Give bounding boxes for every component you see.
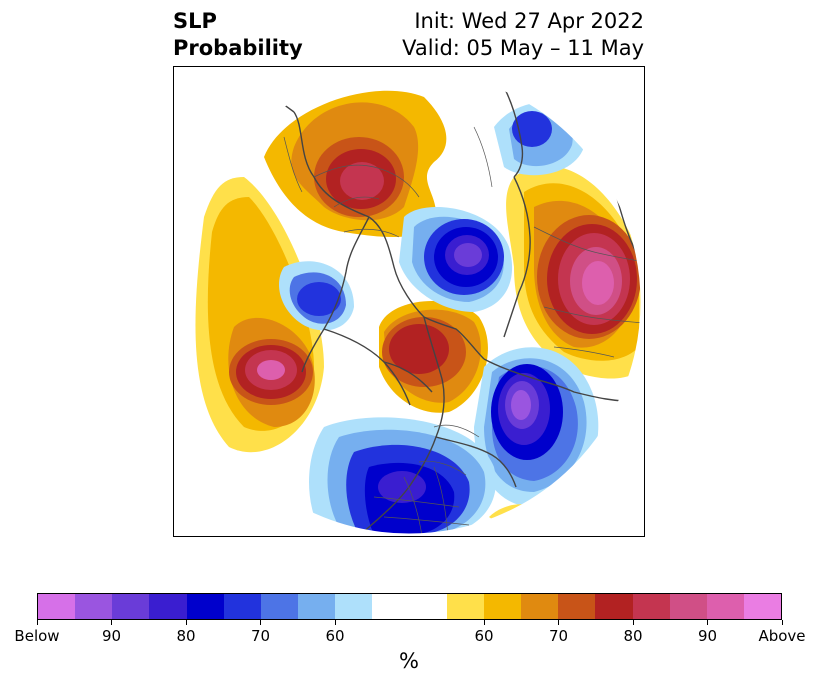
- colorbar-tick-label: 60: [474, 627, 494, 645]
- colorbar-segment: [112, 594, 150, 619]
- colorbar-segment: [483, 594, 522, 619]
- colorbar-tick-label: 80: [176, 627, 196, 645]
- title-variable: SLP: [173, 9, 217, 33]
- map-panel: [173, 66, 645, 537]
- anomaly-europe-above: [264, 90, 447, 237]
- colorbar-tick-mark: [558, 620, 559, 625]
- colorbar-tick-mark: [111, 620, 112, 625]
- title-product: Probability: [173, 36, 303, 60]
- anomaly-asia-above: [506, 165, 641, 379]
- colorbar-tick-label: 80: [623, 627, 643, 645]
- colorbar-segment: [409, 594, 447, 619]
- colorbar-segment: [149, 594, 187, 619]
- probability-map: [176, 69, 642, 535]
- colorbar-tick-label: 90: [697, 627, 718, 645]
- colorbar-segment: [223, 594, 261, 619]
- colorbar-segment: [335, 594, 373, 619]
- colorbar-tick-mark: [185, 620, 187, 625]
- colorbar-tick-mark: [632, 620, 634, 625]
- anomaly-pacific-above: [195, 177, 324, 453]
- anomaly-arctic-below: [399, 207, 513, 312]
- colorbar-tick-mark: [781, 620, 783, 625]
- title-left-block: SLP Probability: [173, 8, 303, 62]
- colorbar-tick-mark: [260, 620, 261, 625]
- colorbar-tick-label: 70: [250, 627, 271, 645]
- colorbar-segment: [669, 594, 707, 619]
- colorbar-tick-label: 70: [548, 627, 569, 645]
- colorbar: [37, 593, 782, 620]
- colorbar-segment: [521, 594, 559, 619]
- colorbar-segment: [372, 594, 410, 619]
- colorbar-segment: [706, 594, 744, 619]
- colorbar-segment: [186, 594, 224, 619]
- anomaly-arctic-above: [379, 300, 488, 413]
- colorbar-tick-label: Above: [758, 627, 806, 645]
- colorbar-tick-label: 60: [325, 627, 345, 645]
- colorbar-tick-mark: [707, 620, 708, 625]
- colorbar-tick-label: 90: [101, 627, 122, 645]
- colorbar-tick-mark: [36, 620, 38, 625]
- colorbar-tick-label: Below: [14, 627, 60, 645]
- title-init-date: Init: Wed 27 Apr 2022: [414, 9, 644, 33]
- title-right-block: Init: Wed 27 Apr 2022 Valid: 05 May – 11…: [402, 8, 644, 62]
- colorbar-segment: [298, 594, 336, 619]
- colorbar-unit-label: %: [399, 649, 419, 673]
- colorbar-segment: [75, 594, 113, 619]
- colorbar-tick-mark: [334, 620, 336, 625]
- colorbar-segment: [446, 594, 484, 619]
- colorbar-segment: [743, 594, 782, 619]
- colorbar-segment: [595, 594, 633, 619]
- colorbar-tick-mark: [483, 620, 485, 625]
- borders: [283, 126, 641, 534]
- colorbar-segment: [38, 594, 76, 619]
- colorbar-segment: [260, 594, 299, 619]
- title-valid-range: Valid: 05 May – 11 May: [402, 36, 644, 60]
- anomaly-europe-below: [279, 261, 354, 331]
- colorbar-segment: [632, 594, 670, 619]
- colorbar-segment: [558, 594, 596, 619]
